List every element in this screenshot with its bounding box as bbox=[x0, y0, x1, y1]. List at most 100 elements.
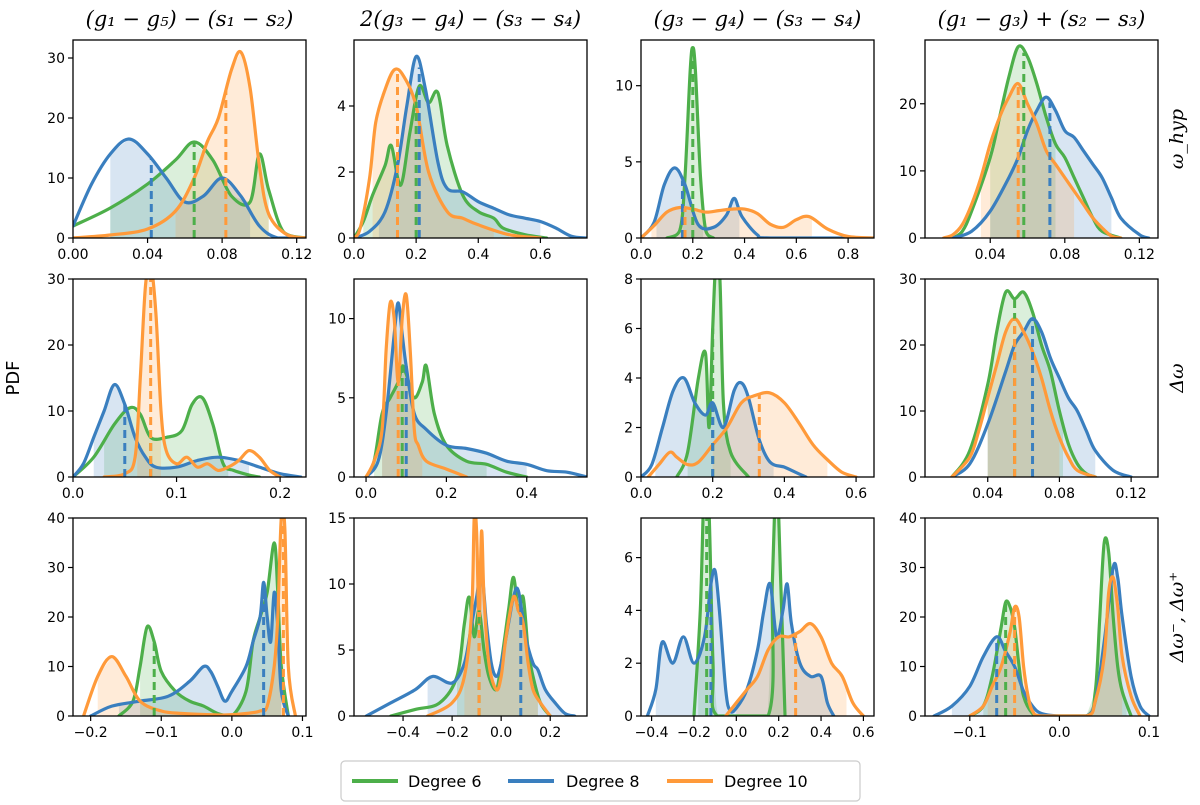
y-tick-label: 30 bbox=[899, 561, 917, 577]
plot-area bbox=[73, 49, 306, 238]
density-panel: 0.0 0.2 0.4 0 5 10 bbox=[328, 278, 588, 502]
x-tick-label: 0.1 bbox=[291, 725, 313, 741]
credible-band bbox=[457, 579, 538, 716]
y-tick-label: 40 bbox=[47, 511, 65, 527]
density-curve bbox=[646, 390, 858, 477]
y-tick-label: 5 bbox=[337, 391, 346, 407]
y-tick-label: 0 bbox=[56, 231, 65, 247]
y-axis-label: PDF bbox=[3, 360, 24, 395]
y-tick-label: 2 bbox=[624, 421, 633, 437]
credible-band bbox=[980, 83, 1075, 238]
row-label: Δω⁻, Δω⁺ bbox=[1166, 572, 1188, 664]
credible-band bbox=[427, 570, 563, 716]
y-tick-label: 4 bbox=[624, 603, 633, 619]
x-tick-label: 0.0 bbox=[725, 725, 747, 741]
density-panel: 0.0 0.1 0.2 0 10 20 30 bbox=[47, 272, 307, 502]
y-tick-label: 20 bbox=[47, 338, 65, 354]
density-curve bbox=[692, 518, 787, 716]
x-tick-label: 0.04 bbox=[972, 486, 1003, 502]
y-tick-label: 0 bbox=[56, 470, 65, 486]
x-tick-label: −0.4 bbox=[635, 725, 669, 741]
y-tick-label: 15 bbox=[328, 511, 346, 527]
y-tick-label: 20 bbox=[899, 338, 917, 354]
credible-band bbox=[372, 70, 494, 238]
y-tick-label: 0 bbox=[337, 709, 346, 725]
x-tick-label: 0.04 bbox=[132, 247, 163, 263]
x-tick-label: 0.6 bbox=[785, 247, 807, 263]
y-tick-label: 0 bbox=[908, 709, 917, 725]
credible-band bbox=[656, 168, 740, 238]
density-panel: 0.0 0.2 0.4 0.6 0.8 0 5 10 bbox=[615, 39, 875, 263]
x-tick-label: 0.12 bbox=[281, 247, 312, 263]
legend: Degree 6 Degree 8 Degree 10 bbox=[340, 760, 861, 802]
plot-area bbox=[364, 518, 577, 716]
y-tick-label: 20 bbox=[47, 610, 65, 626]
credible-band bbox=[655, 573, 832, 716]
y-tick-label: 20 bbox=[899, 97, 917, 113]
x-tick-label: 0.2 bbox=[435, 486, 457, 502]
x-tick-label: 0.6 bbox=[845, 486, 867, 502]
x-tick-label: −0.4 bbox=[386, 725, 420, 741]
x-tick-label: 0.6 bbox=[852, 725, 874, 741]
x-tick-label: 0.0 bbox=[630, 486, 652, 502]
x-tick-label: 0.4 bbox=[467, 247, 489, 263]
axes-frame bbox=[640, 517, 875, 717]
density-curve bbox=[364, 292, 469, 477]
density-panel: −0.2 −0.1 0.0 0.1 0 10 20 30 40 bbox=[47, 511, 313, 741]
density-curve bbox=[82, 518, 297, 716]
density-curve bbox=[102, 279, 282, 477]
x-tick-label: −0.2 bbox=[435, 725, 469, 741]
legend-label: Degree 6 bbox=[408, 772, 482, 791]
x-tick-label: 0.0 bbox=[343, 247, 365, 263]
density-curve bbox=[364, 301, 587, 477]
x-tick-label: 0.2 bbox=[539, 725, 561, 741]
plot-area bbox=[942, 44, 1151, 238]
x-tick-label: 0.1 bbox=[165, 486, 187, 502]
density-curve bbox=[364, 568, 577, 716]
x-tick-label: 0.12 bbox=[1124, 247, 1155, 263]
y-tick-label: 4 bbox=[624, 371, 633, 387]
plot-area bbox=[364, 292, 587, 477]
axes-frame bbox=[353, 517, 588, 717]
x-tick-label: 0.04 bbox=[975, 247, 1006, 263]
density-curve bbox=[951, 95, 1151, 238]
y-tick-label: 8 bbox=[624, 272, 633, 288]
x-tick-label: 0.4 bbox=[810, 725, 832, 741]
axes-frame bbox=[353, 278, 588, 478]
x-tick-label: 0.0 bbox=[62, 486, 84, 502]
plot-area bbox=[932, 536, 1151, 716]
credible-band bbox=[93, 384, 249, 477]
density-panel: 0.0 0.2 0.4 0.6 0 2 4 6 8 bbox=[624, 272, 875, 502]
axes-frame bbox=[353, 39, 588, 239]
credible-band bbox=[97, 519, 285, 716]
y-tick-label: 10 bbox=[615, 79, 633, 95]
density-curve bbox=[950, 317, 1133, 477]
credible-band bbox=[175, 52, 269, 238]
x-tick-label: −0.1 bbox=[144, 725, 178, 741]
density-panel: 0.0 0.2 0.4 0.6 0 2 4 bbox=[337, 39, 588, 263]
y-tick-label: 0 bbox=[624, 231, 633, 247]
x-tick-label: 0.6 bbox=[529, 247, 551, 263]
axes-frame bbox=[72, 39, 307, 239]
y-tick-label: 0 bbox=[337, 470, 346, 486]
row-label: ω_hyp bbox=[1166, 109, 1188, 169]
x-tick-label: 0.00 bbox=[57, 247, 88, 263]
credible-band bbox=[118, 595, 282, 716]
density-curve bbox=[73, 137, 306, 238]
x-tick-label: 0.0 bbox=[630, 247, 652, 263]
x-tick-label: 0.0 bbox=[221, 725, 243, 741]
plot-area bbox=[82, 518, 297, 716]
y-tick-label: 2 bbox=[624, 656, 633, 672]
x-tick-label: 0.2 bbox=[768, 725, 790, 741]
plot-area bbox=[950, 289, 1133, 477]
density-curve bbox=[89, 580, 290, 716]
y-tick-label: 20 bbox=[899, 610, 917, 626]
density-panel: 0.04 0.08 0.12 0 10 20 30 bbox=[899, 272, 1159, 502]
x-tick-label: 0.1 bbox=[1138, 725, 1160, 741]
x-tick-label: −0.2 bbox=[74, 725, 108, 741]
x-tick-label: −0.1 bbox=[953, 725, 987, 741]
column-title: 2(g₃ − g₄) − (s₃ − s₄) bbox=[359, 7, 581, 31]
y-tick-label: 10 bbox=[899, 660, 917, 676]
density-curve bbox=[354, 67, 542, 238]
